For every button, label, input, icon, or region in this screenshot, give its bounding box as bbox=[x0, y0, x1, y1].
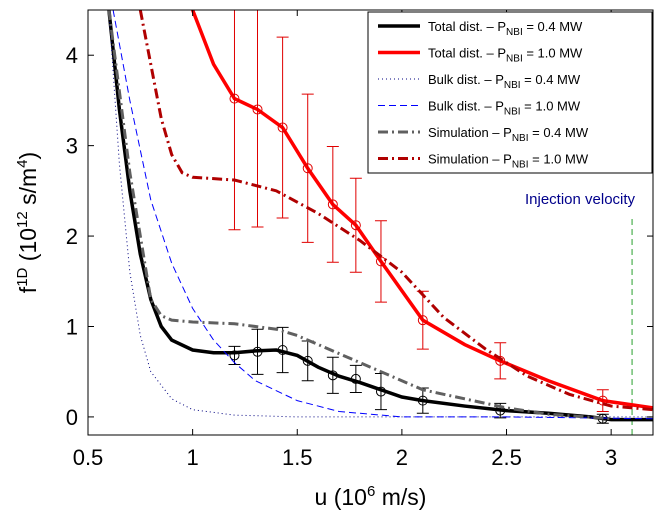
legend-text: Simulation – P bbox=[428, 125, 512, 140]
error-bar bbox=[349, 177, 362, 273]
legend-subscript: NBI bbox=[504, 80, 521, 91]
label-superscript: 1D bbox=[14, 267, 31, 286]
legend-subscript: NBI bbox=[512, 160, 529, 171]
legend-label: Simulation – PNBI = 0.4 MW bbox=[428, 125, 589, 144]
x-axis-label: u (106 m/s) bbox=[315, 483, 427, 510]
legend-subscript: NBI bbox=[506, 27, 523, 38]
plot-frame bbox=[87, 9, 654, 436]
error-bar bbox=[276, 326, 289, 374]
label-superscript: 12 bbox=[14, 211, 31, 228]
y-tick-label: 2 bbox=[66, 224, 78, 249]
label-part: ) bbox=[15, 152, 41, 160]
label-part: u (10 bbox=[315, 484, 367, 510]
series-line bbox=[112, 10, 653, 420]
label-part: m/s) bbox=[375, 484, 426, 510]
legend-text: = 0.4 MW bbox=[521, 72, 581, 87]
data-point bbox=[350, 373, 361, 384]
series-line bbox=[108, 10, 653, 418]
legend-subscript: NBI bbox=[504, 107, 521, 118]
error-bar bbox=[251, 10, 264, 228]
legend-label: Bulk dist. – PNBI = 0.4 MW bbox=[428, 72, 581, 91]
legend-text: = 0.4 MW bbox=[529, 125, 589, 140]
y-axis-label: f1D (1012 s/m4) bbox=[14, 152, 41, 293]
y-tick-label: 3 bbox=[66, 134, 78, 159]
legend-subscript: NBI bbox=[512, 133, 529, 144]
data-point bbox=[495, 355, 506, 366]
data-point bbox=[375, 386, 386, 397]
legend-label: Bulk dist. – PNBI = 1.0 MW bbox=[428, 99, 581, 118]
label-part: s/m bbox=[15, 168, 41, 211]
x-tick-label: 3 bbox=[605, 445, 617, 470]
error-bar bbox=[596, 389, 609, 412]
x-tick-label: 1.5 bbox=[282, 445, 313, 470]
legend-subscript: NBI bbox=[506, 54, 523, 65]
label-superscript: 6 bbox=[367, 483, 375, 500]
y-tick-label: 0 bbox=[66, 405, 78, 430]
data-point bbox=[252, 346, 263, 357]
error-bar bbox=[349, 364, 362, 393]
data-point bbox=[277, 345, 288, 355]
legend-text: Bulk dist. – P bbox=[428, 99, 504, 114]
x-tick-label: 2 bbox=[396, 445, 408, 470]
data-point bbox=[252, 104, 263, 115]
series-line bbox=[107, 10, 612, 421]
plot-area bbox=[107, 10, 653, 435]
error-bar bbox=[326, 356, 339, 394]
data-point bbox=[302, 355, 313, 366]
error-bar bbox=[228, 10, 241, 231]
error-bar bbox=[326, 146, 339, 263]
legend-text: Total dist. – P bbox=[428, 19, 506, 34]
legend-text: = 1.0 MW bbox=[521, 99, 581, 114]
series-line bbox=[138, 10, 653, 412]
data-point bbox=[417, 395, 428, 406]
legend-text: Total dist. – P bbox=[428, 46, 506, 61]
data-point bbox=[229, 350, 240, 361]
error-bar bbox=[374, 220, 387, 303]
data-point bbox=[327, 199, 338, 210]
legend-text: = 0.4 MW bbox=[523, 19, 583, 34]
series-line bbox=[107, 10, 653, 422]
error-bar bbox=[301, 93, 314, 243]
legend-text: Bulk dist. – P bbox=[428, 72, 504, 87]
annotation-text: Injection velocity bbox=[525, 191, 636, 208]
y-tick-label: 4 bbox=[66, 43, 78, 68]
x-tick-label: 2.5 bbox=[491, 445, 522, 470]
data-point bbox=[350, 220, 361, 231]
x-tick-label: 1 bbox=[187, 445, 199, 470]
legend-label: Simulation – PNBI = 1.0 MW bbox=[428, 152, 589, 171]
label-part: (10 bbox=[15, 228, 41, 268]
data-point bbox=[417, 315, 428, 326]
data-point bbox=[327, 370, 338, 381]
y-tick-label: 1 bbox=[66, 314, 78, 339]
legend-text: Simulation – P bbox=[428, 152, 512, 167]
legend-box bbox=[367, 11, 653, 174]
legend-label: Total dist. – PNBI = 0.4 MW bbox=[428, 19, 583, 38]
legend-label: Total dist. – PNBI = 1.0 MW bbox=[428, 46, 583, 65]
error-bar bbox=[251, 328, 264, 375]
error-bar bbox=[228, 345, 241, 365]
data-point bbox=[277, 122, 288, 133]
error-bar bbox=[276, 36, 289, 219]
legend-text: = 1.0 MW bbox=[529, 152, 589, 167]
data-point bbox=[229, 93, 240, 104]
label-part: f bbox=[15, 286, 41, 293]
label-superscript: 4 bbox=[14, 159, 31, 167]
legend-text: = 1.0 MW bbox=[523, 46, 583, 61]
error-bar bbox=[494, 342, 507, 380]
x-tick-label: 0.5 bbox=[73, 445, 104, 470]
data-point bbox=[302, 163, 313, 174]
